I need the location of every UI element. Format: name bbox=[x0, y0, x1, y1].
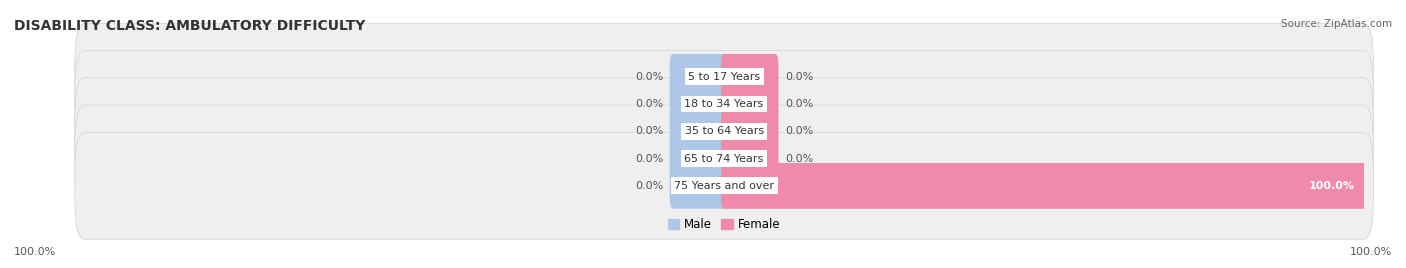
Text: 0.0%: 0.0% bbox=[785, 99, 813, 109]
Text: 5 to 17 Years: 5 to 17 Years bbox=[688, 72, 761, 82]
FancyBboxPatch shape bbox=[669, 54, 727, 100]
Text: 0.0%: 0.0% bbox=[785, 126, 813, 136]
Text: 0.0%: 0.0% bbox=[636, 126, 664, 136]
Text: 0.0%: 0.0% bbox=[636, 99, 664, 109]
Text: 0.0%: 0.0% bbox=[785, 154, 813, 163]
FancyBboxPatch shape bbox=[75, 132, 1374, 239]
FancyBboxPatch shape bbox=[721, 54, 779, 100]
Text: 100.0%: 100.0% bbox=[14, 247, 56, 257]
FancyBboxPatch shape bbox=[669, 163, 727, 209]
FancyBboxPatch shape bbox=[75, 51, 1374, 158]
FancyBboxPatch shape bbox=[721, 81, 779, 127]
FancyBboxPatch shape bbox=[721, 136, 779, 181]
Text: 0.0%: 0.0% bbox=[636, 72, 664, 82]
FancyBboxPatch shape bbox=[721, 163, 1367, 209]
Text: 18 to 34 Years: 18 to 34 Years bbox=[685, 99, 763, 109]
Text: DISABILITY CLASS: AMBULATORY DIFFICULTY: DISABILITY CLASS: AMBULATORY DIFFICULTY bbox=[14, 19, 366, 33]
Text: 100.0%: 100.0% bbox=[1308, 181, 1354, 191]
Text: 75 Years and over: 75 Years and over bbox=[673, 181, 775, 191]
Text: 0.0%: 0.0% bbox=[785, 72, 813, 82]
Text: 0.0%: 0.0% bbox=[636, 154, 664, 163]
FancyBboxPatch shape bbox=[75, 78, 1374, 185]
FancyBboxPatch shape bbox=[669, 136, 727, 181]
Text: 35 to 64 Years: 35 to 64 Years bbox=[685, 126, 763, 136]
Legend: Male, Female: Male, Female bbox=[668, 218, 780, 231]
FancyBboxPatch shape bbox=[721, 109, 779, 154]
FancyBboxPatch shape bbox=[669, 109, 727, 154]
FancyBboxPatch shape bbox=[669, 81, 727, 127]
Text: 65 to 74 Years: 65 to 74 Years bbox=[685, 154, 763, 163]
FancyBboxPatch shape bbox=[75, 105, 1374, 212]
Text: 0.0%: 0.0% bbox=[636, 181, 664, 191]
Text: Source: ZipAtlas.com: Source: ZipAtlas.com bbox=[1281, 19, 1392, 29]
Text: 100.0%: 100.0% bbox=[1350, 247, 1392, 257]
FancyBboxPatch shape bbox=[75, 23, 1374, 130]
